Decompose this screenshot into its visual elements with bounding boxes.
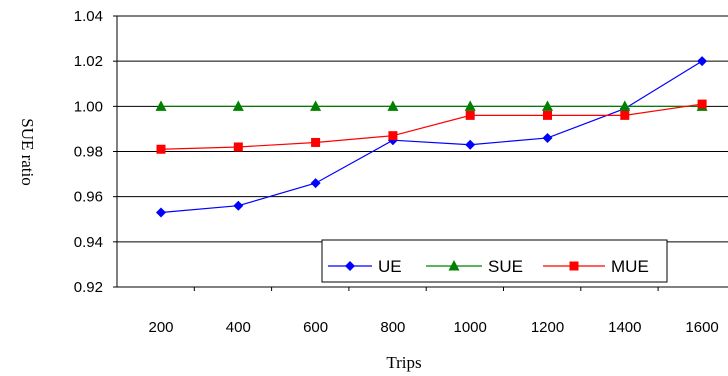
x-tick-label: 800 xyxy=(380,319,405,336)
data-point-sue xyxy=(619,100,631,111)
y-axis-label: SUE ratio xyxy=(18,118,37,186)
y-tick-label: 0.92 xyxy=(74,279,103,296)
data-point-mue xyxy=(388,131,398,141)
data-point-mue xyxy=(697,99,707,109)
legend-box xyxy=(321,239,668,283)
y-tick-label: 1.04 xyxy=(74,8,103,25)
series-mue xyxy=(156,99,707,154)
x-tick-label: 200 xyxy=(148,319,173,336)
data-point-ue xyxy=(542,132,553,143)
legend-label-ue: UE xyxy=(378,257,402,276)
data-point-ue xyxy=(310,178,321,189)
data-point-mue xyxy=(465,110,475,120)
y-tick-label: 0.94 xyxy=(74,234,103,251)
axes xyxy=(113,15,728,291)
series-sue xyxy=(155,100,708,111)
legend-label-mue: MUE xyxy=(611,257,649,276)
x-tick-label: 600 xyxy=(303,319,328,336)
x-tick-label: 1600 xyxy=(685,319,718,336)
data-point-mue xyxy=(620,110,630,120)
data-point-sue xyxy=(542,100,553,111)
legend: UE SUE MUE xyxy=(321,239,668,283)
data-point-sue xyxy=(387,100,399,111)
y-tick-labels: 0.92 0.94 0.96 0.98 1.00 1.02 1.04 xyxy=(74,8,103,296)
series-ue xyxy=(156,56,708,218)
x-tick-label: 400 xyxy=(226,319,251,336)
data-point-ue xyxy=(233,200,244,211)
data-point-mue xyxy=(543,110,552,120)
legend-marker-ue xyxy=(345,261,355,271)
data-point-mue xyxy=(156,144,166,154)
data-point-ue xyxy=(156,207,166,218)
legend-marker-mue xyxy=(569,261,579,271)
series-line-ue xyxy=(160,60,703,214)
legend-label-sue: SUE xyxy=(488,257,523,276)
data-point-ue xyxy=(465,139,476,150)
x-tick-label: 1200 xyxy=(531,319,564,336)
y-tick-label: 0.96 xyxy=(74,189,103,206)
data-point-mue xyxy=(233,142,243,152)
x-tick-labels: 200 400 600 800 1000 1200 1400 1600 xyxy=(148,319,718,336)
data-point-ue xyxy=(697,56,708,67)
y-tick-label: 1.00 xyxy=(74,98,103,115)
series-group xyxy=(155,56,708,218)
data-point-sue xyxy=(464,100,476,111)
series-line-mue xyxy=(160,103,703,150)
x-tick-label: 1400 xyxy=(608,319,641,336)
legend-marker-sue xyxy=(448,260,460,271)
data-point-sue xyxy=(155,100,167,111)
y-tick-label: 1.02 xyxy=(74,53,103,70)
x-tick-label: 1000 xyxy=(454,319,487,336)
y-tick-label: 0.98 xyxy=(74,144,103,161)
data-point-sue xyxy=(232,100,244,111)
data-point-sue xyxy=(310,100,322,111)
data-point-mue xyxy=(311,137,321,147)
x-axis-label: Trips xyxy=(386,353,421,372)
